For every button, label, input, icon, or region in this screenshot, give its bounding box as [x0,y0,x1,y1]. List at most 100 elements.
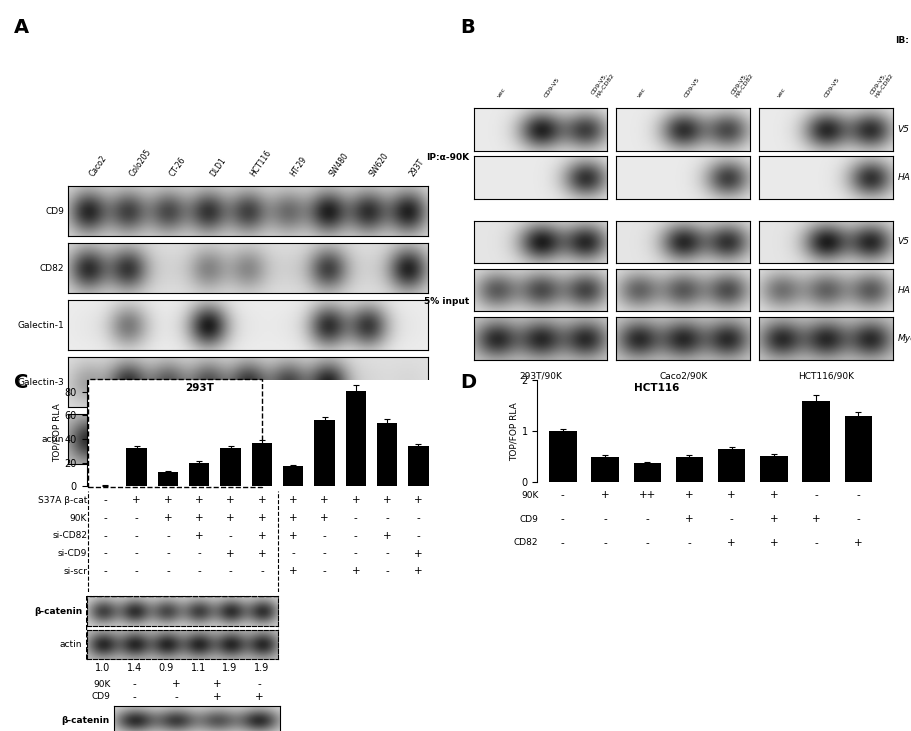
Text: +: + [685,514,694,524]
Text: +: + [321,513,329,523]
Text: CD9-V5,
HA-CD82: CD9-V5, HA-CD82 [869,69,895,99]
Text: +: + [195,496,203,505]
Text: +: + [685,491,694,501]
Text: CD9-V5: CD9-V5 [823,77,840,99]
Y-axis label: TOP/FOP RLA: TOP/FOP RLA [510,402,518,461]
Y-axis label: β-catenin: β-catenin [61,716,109,724]
Text: +: + [164,513,172,523]
Text: CD9: CD9 [519,515,538,523]
Y-axis label: CD9: CD9 [46,207,64,216]
Y-axis label: Galectin-3: Galectin-3 [17,378,64,387]
Y-axis label: CD82: CD82 [40,264,64,273]
Text: CD9: CD9 [92,692,110,701]
Text: 1.4: 1.4 [127,663,142,673]
Text: -: - [229,567,232,576]
Text: -: - [292,548,295,558]
Bar [314,420,334,486]
Text: +: + [195,513,203,523]
Y-axis label: actin: actin [60,640,82,649]
Text: -: - [166,548,169,558]
Bar [633,463,661,482]
Text: 1.9: 1.9 [254,663,270,673]
Text: CT-26: CT-26 [169,156,188,178]
Text: -: - [354,513,358,523]
Text: Caco2/90K: Caco2/90K [660,371,707,380]
Text: CD82: CD82 [514,538,538,548]
Text: HA: HA [897,286,910,295]
Text: +: + [164,496,172,505]
Text: CD9-V5: CD9-V5 [544,77,561,99]
Text: +: + [727,538,736,548]
Bar [591,457,619,482]
Text: -: - [135,567,138,576]
Bar [345,391,366,486]
Text: +: + [352,567,360,576]
Text: HCT116: HCT116 [634,383,680,393]
Text: -: - [645,514,650,524]
Text: 0.9: 0.9 [159,663,174,673]
Text: +: + [321,496,329,505]
Text: 1.9: 1.9 [222,663,238,673]
Text: -: - [135,548,138,558]
Bar [189,463,210,486]
Text: +: + [854,538,863,548]
Text: HT-29: HT-29 [288,155,308,178]
Text: -: - [561,514,565,524]
Text: -: - [174,692,178,702]
Text: -: - [322,548,326,558]
Text: vec: vec [776,87,787,99]
Text: -: - [416,513,420,523]
Text: -: - [260,567,264,576]
Text: -: - [385,567,389,576]
Text: CD9-V5,
HA-CD82: CD9-V5, HA-CD82 [590,69,615,99]
Text: -: - [385,548,389,558]
Bar [803,401,830,482]
Text: DLD1: DLD1 [209,156,228,178]
Text: +: + [770,538,778,548]
Y-axis label: TOP/FOP RLA: TOP/FOP RLA [53,404,62,463]
Text: +: + [415,496,423,505]
Text: +: + [289,567,298,576]
Bar [718,449,745,482]
Y-axis label: actin: actin [42,435,64,444]
Text: -: - [104,531,107,541]
Text: -: - [104,548,107,558]
Bar [127,448,147,486]
Text: -: - [257,679,261,689]
Text: +: + [352,496,360,505]
Text: -: - [104,513,107,523]
Text: +: + [226,548,235,558]
Text: +: + [213,692,221,702]
Text: si-CD9: si-CD9 [57,549,87,558]
Text: -: - [135,531,138,541]
Text: +: + [258,496,266,505]
Text: +: + [258,548,266,558]
Text: IP:α-90K: IP:α-90K [426,153,469,162]
Text: -: - [133,679,137,689]
Text: -: - [561,491,565,501]
Text: -: - [385,513,389,523]
Text: -: - [198,567,201,576]
Text: HA: HA [897,173,910,182]
Text: +: + [132,496,141,505]
Text: vec: vec [637,87,647,99]
Text: Colo205: Colo205 [128,148,154,178]
Text: -: - [856,491,860,501]
Text: +: + [415,548,423,558]
Text: -: - [322,567,326,576]
Bar [676,457,703,482]
Text: V5: V5 [897,125,909,134]
Text: +: + [289,531,298,541]
Text: +: + [172,679,180,689]
Text: -: - [814,491,818,501]
Bar [283,466,303,486]
Text: -: - [166,567,169,576]
Y-axis label: β-catenin: β-catenin [34,607,82,616]
Text: -: - [322,531,326,541]
Text: -: - [814,538,818,548]
Y-axis label: Galectin-1: Galectin-1 [17,321,64,330]
Text: +: + [600,491,609,501]
Text: HCT116/90K: HCT116/90K [798,371,854,380]
Text: +: + [812,514,821,524]
Bar [549,431,577,482]
